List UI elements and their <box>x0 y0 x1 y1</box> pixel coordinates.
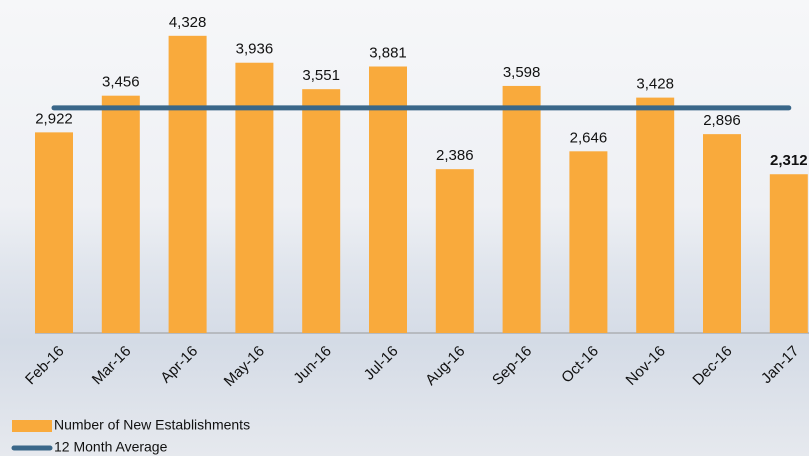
value-label: 2,312 <box>770 152 808 169</box>
value-label: 3,598 <box>503 64 541 81</box>
bar <box>302 89 340 333</box>
value-label: 3,881 <box>369 44 407 61</box>
bar <box>636 98 674 333</box>
bar <box>102 96 140 333</box>
bar <box>436 169 474 333</box>
value-label: 2,922 <box>35 110 73 127</box>
legend-swatch <box>12 420 52 432</box>
value-label: 3,428 <box>636 76 674 93</box>
value-label: 3,936 <box>236 41 274 58</box>
value-label: 3,551 <box>302 67 340 84</box>
chart: Feb-16Mar-16Apr-16May-16Jun-16Jul-16Aug-… <box>0 0 809 456</box>
bar <box>703 134 741 333</box>
bar <box>569 151 607 333</box>
bar <box>503 86 541 333</box>
value-label: 4,328 <box>169 14 207 31</box>
bar <box>35 132 73 333</box>
bar <box>770 174 808 333</box>
legend-label: 12 Month Average <box>54 439 168 455</box>
value-label: 2,646 <box>570 129 608 146</box>
bar <box>169 36 207 333</box>
value-label: 2,896 <box>703 112 741 129</box>
value-label: 3,456 <box>102 74 140 91</box>
bar <box>235 63 273 333</box>
value-label: 2,386 <box>436 147 474 164</box>
legend-label: Number of New Establishments <box>54 417 250 433</box>
